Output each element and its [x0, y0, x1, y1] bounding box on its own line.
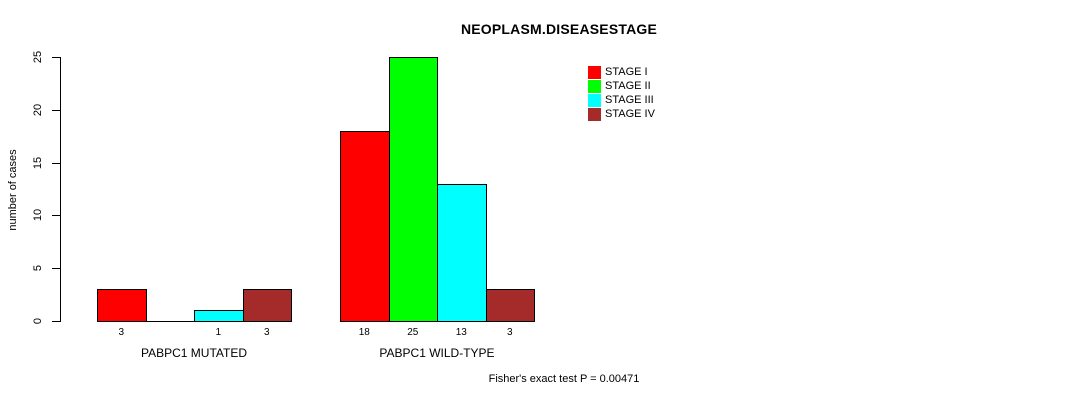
y-tick-15 — [52, 162, 60, 164]
legend-row-stage-iv: STAGE IV — [588, 107, 655, 121]
y-tick-label-10: 10 — [32, 209, 44, 222]
stat-annotation: Fisher's exact test P = 0.00471 — [488, 373, 640, 385]
y-axis-label: number of cases — [7, 149, 19, 231]
value-label-stage-iv-pabpc1-wild-type: 3 — [506, 327, 513, 338]
value-label-stage-i-pabpc1-wild-type: 18 — [358, 327, 370, 338]
y-tick-label-20: 20 — [32, 103, 44, 116]
legend: STAGE I STAGE II STAGE III STAGE IV — [588, 65, 655, 121]
value-label-stage-i-pabpc1-mutated: 3 — [118, 327, 125, 338]
legend-label-stage-ii: STAGE II — [605, 80, 651, 92]
legend-label-stage-iv: STAGE IV — [605, 108, 655, 120]
y-axis-line — [60, 57, 61, 322]
y-tick-25 — [52, 57, 60, 58]
legend-label-stage-iii: STAGE III — [605, 94, 654, 106]
group-label-pabpc1-wild-type: PABPC1 WILD-TYPE — [379, 346, 495, 360]
legend-swatch-stage-iii — [588, 93, 601, 107]
chart-title: NEOPLASM.DISEASESTAGE — [460, 21, 658, 37]
group-label-pabpc1-mutated: PABPC1 MUTATED — [140, 346, 247, 360]
bar-stage-iii-pabpc1-mutated — [194, 310, 244, 322]
legend-row-stage-iii: STAGE III — [588, 93, 655, 107]
y-tick-5 — [52, 268, 60, 270]
bar-stage-i-pabpc1-wild-type — [340, 130, 390, 322]
bar-stage-iii-pabpc1-wild-type — [437, 183, 487, 322]
value-label-stage-iii-pabpc1-mutated: 1 — [215, 327, 222, 338]
y-tick-label-25: 25 — [32, 50, 44, 64]
bar-stage-iv-pabpc1-mutated — [242, 289, 292, 322]
legend-swatch-stage-ii — [588, 79, 601, 93]
y-tick-10 — [52, 215, 60, 217]
y-tick-label-15: 15 — [32, 156, 44, 169]
value-label-stage-iv-pabpc1-mutated: 3 — [263, 327, 270, 338]
y-tick-label-5: 5 — [32, 265, 44, 272]
bar-stage-i-pabpc1-mutated — [97, 289, 147, 322]
y-tick-label-0: 0 — [32, 317, 44, 325]
legend-swatch-stage-i — [588, 65, 601, 79]
y-tick-0 — [52, 321, 60, 322]
legend-row-stage-i: STAGE I — [588, 65, 655, 79]
value-label-stage-iii-pabpc1-wild-type: 13 — [455, 327, 467, 338]
value-label-stage-ii-pabpc1-wild-type: 25 — [407, 327, 419, 338]
y-tick-20 — [52, 109, 60, 111]
legend-label-stage-i: STAGE I — [605, 66, 648, 78]
legend-row-stage-ii: STAGE II — [588, 79, 655, 93]
bar-stage-ii-pabpc1-wild-type — [388, 57, 438, 322]
legend-swatch-stage-iv — [588, 107, 601, 121]
bar-stage-iv-pabpc1-wild-type — [485, 289, 535, 322]
